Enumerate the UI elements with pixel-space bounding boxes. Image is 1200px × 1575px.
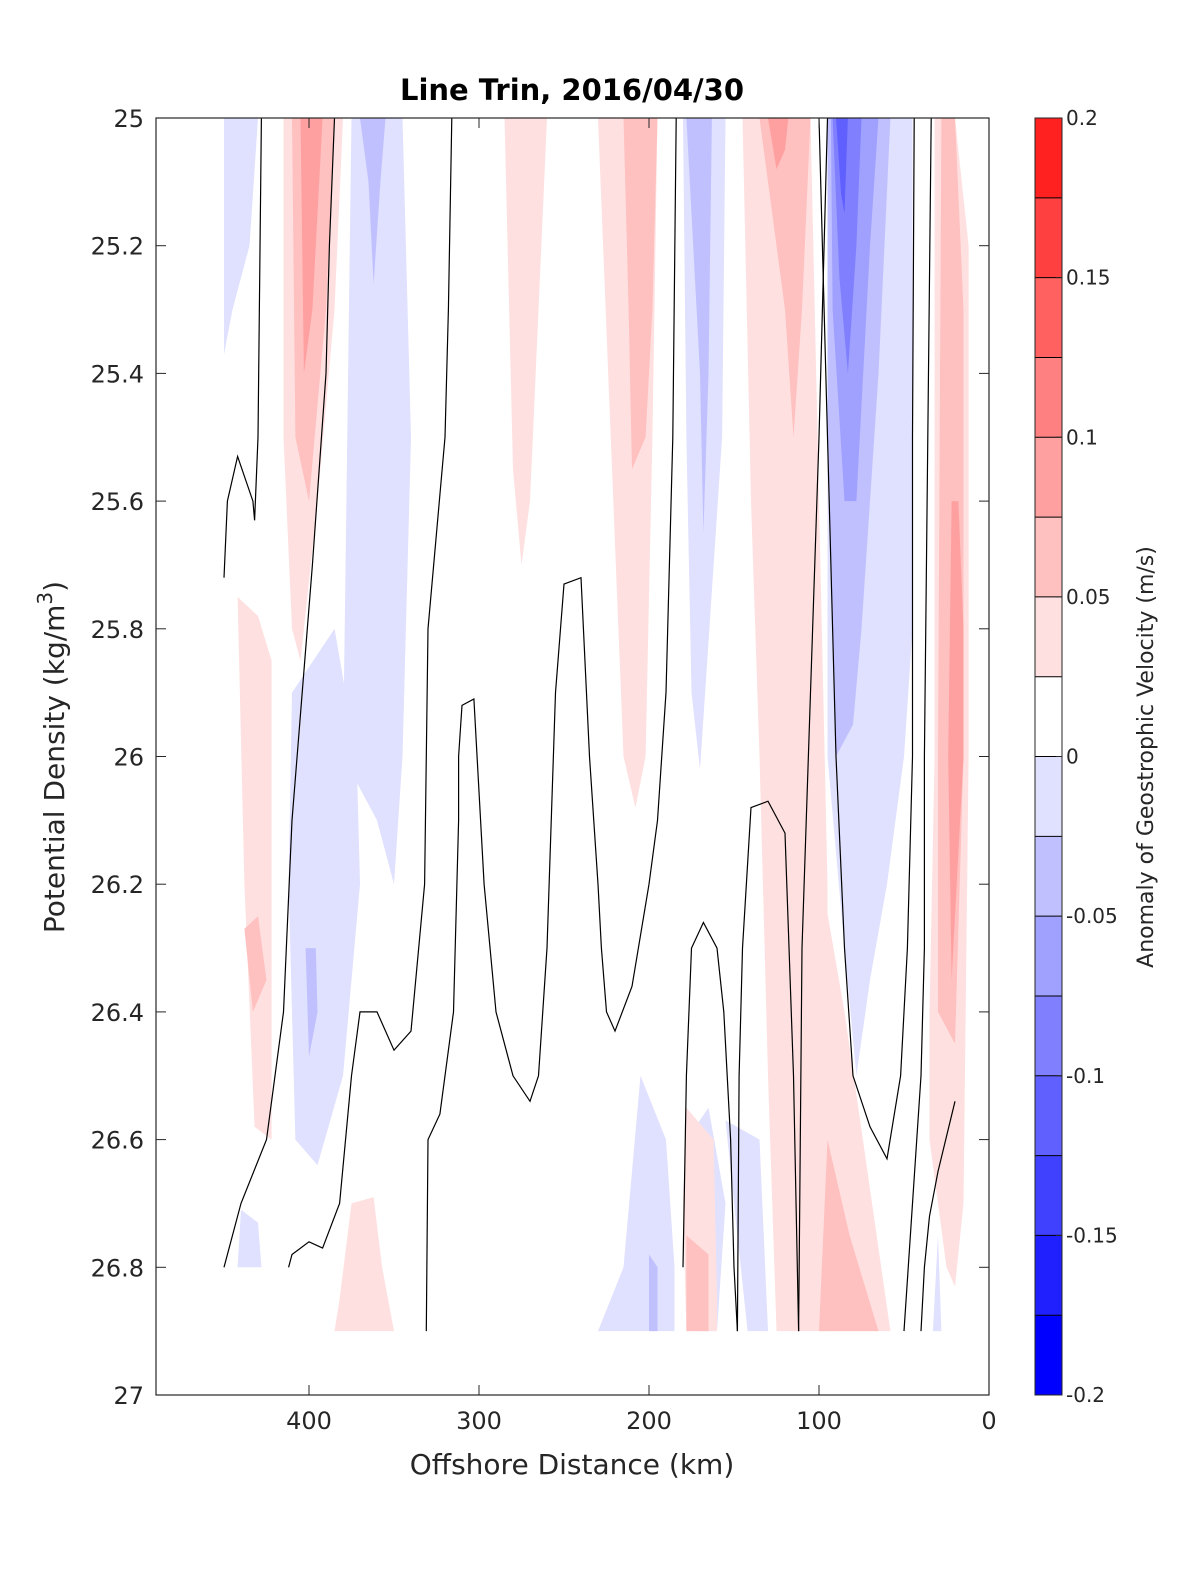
colorbar-swatch (1035, 916, 1062, 996)
anomaly-region-w11 (237, 1209, 262, 1268)
zero-contour-c3 (288, 118, 453, 1268)
colorbar-swatch (1035, 1315, 1062, 1395)
colorbar-tick-label: 0.15 (1066, 266, 1111, 290)
colorbar-swatch (1035, 995, 1062, 1076)
zero-contour-c9 (903, 118, 932, 1332)
y-tick-label: 25.6 (91, 488, 144, 516)
anomaly-regions (224, 118, 969, 1332)
zero-contour-c10 (920, 1101, 956, 1332)
x-tick-label: 300 (456, 1407, 502, 1435)
x-tick-label: 200 (626, 1407, 672, 1435)
colorbar-tick-label: -0.15 (1066, 1223, 1118, 1247)
colorbar-tick-label: -0.2 (1066, 1383, 1105, 1407)
anomaly-region-w10 (305, 948, 318, 1057)
y-axis-label-main: Potential Density (kg/m (38, 605, 71, 934)
anomaly-region-w26 (832, 118, 862, 374)
y-tick-label: 26.4 (91, 999, 144, 1027)
anomaly-region-w19 (759, 118, 811, 438)
colorbar-swatch (1035, 836, 1062, 917)
zero-contours (223, 118, 956, 1332)
anomaly-region-w12 (334, 1197, 394, 1332)
anomaly-region-w8 (288, 628, 360, 1166)
zero-contour-c2 (223, 118, 336, 1268)
colorbar-tick-label: 0.1 (1066, 425, 1098, 449)
colorbar-swatch (1035, 118, 1062, 198)
anomaly-region-w17 (686, 118, 712, 533)
colorbar (1035, 118, 1062, 1395)
x-tick-label: 400 (286, 1407, 332, 1435)
colorbar-swatch (1035, 197, 1062, 278)
colorbar-swatch (1035, 596, 1062, 677)
colorbar-swatch (1035, 357, 1062, 438)
y-tick-label: 25 (113, 105, 144, 133)
colorbar-tick-label: -0.05 (1066, 904, 1118, 928)
anomaly-region-w6 (244, 916, 267, 1012)
anomaly-region-w33 (649, 1254, 658, 1332)
colorbar-swatch (1035, 1235, 1062, 1316)
colorbar-label: Anomaly of Geostrophic Velocity (m/s) (1134, 546, 1159, 968)
anomaly-region-w18 (742, 118, 828, 1332)
y-axis-label: Potential Density (kg/m3) (33, 581, 71, 933)
y-tick-label: 25.4 (91, 360, 144, 388)
colorbar-swatch (1035, 1075, 1062, 1156)
colorbar-swatch (1035, 676, 1062, 757)
zero-contour-c4 (425, 118, 677, 1332)
y-tick-label: 26 (113, 744, 144, 772)
anomaly-region-w27 (836, 118, 848, 214)
y-axis-ticks: 25 25.2 25.4 25.6 25.8 26 26.2 26.4 26.6 26.8 27 (91, 105, 989, 1410)
y-tick-label: 26.6 (91, 1127, 144, 1155)
anomaly-region-w34 (725, 1120, 768, 1332)
zero-contour-c7 (797, 118, 831, 1332)
zero-contour-c6 (736, 800, 800, 1332)
anomaly-region-w36 (686, 1235, 709, 1332)
anomaly-region-w1 (224, 118, 258, 355)
y-axis-label-end: ) (38, 581, 71, 592)
colorbar-swatch (1035, 1155, 1062, 1236)
y-tick-label: 26.2 (91, 871, 144, 899)
anomaly-region-w9 (360, 118, 386, 284)
y-axis-label-superscript: 3 (33, 592, 57, 605)
anomaly-region-w30 (948, 501, 964, 980)
colorbar-tick-label: -0.1 (1066, 1064, 1105, 1088)
anomaly-region-w5 (237, 596, 272, 1140)
x-tick-label: 0 (981, 1407, 996, 1435)
anomaly-region-w13 (504, 118, 547, 565)
y-tick-label: 26.8 (91, 1254, 144, 1282)
colorbar-swatch (1035, 437, 1062, 518)
anomaly-region-w4 (300, 118, 323, 374)
anomaly-region-w22 (819, 1139, 879, 1332)
colorbar-tick-label: 0.2 (1066, 106, 1098, 130)
x-axis-label: Offshore Distance (km) (410, 1448, 735, 1481)
colorbar-tick-label: 0.05 (1066, 585, 1111, 609)
anomaly-region-w15 (623, 118, 658, 470)
anomaly-region-w7 (343, 118, 411, 885)
y-tick-label: 25.2 (91, 233, 144, 261)
y-tick-label: 25.8 (91, 616, 144, 644)
colorbar-swatch (1035, 277, 1062, 358)
x-axis-ticks: 400 300 200 100 0 (286, 118, 997, 1435)
zero-contour-c5 (682, 921, 738, 1332)
colorbar-tick-label: 0 (1066, 745, 1079, 769)
y-tick-label: 27 (113, 1382, 144, 1410)
colorbar-swatch (1035, 517, 1062, 597)
anomaly-region-w37 (932, 1235, 942, 1332)
zero-contour-c1 (223, 118, 262, 578)
anomaly-region-w20 (768, 118, 789, 170)
chart-title: Line Trin, 2016/04/30 (400, 73, 744, 107)
zero-contour-c8 (818, 118, 915, 1161)
x-tick-label: 100 (796, 1407, 842, 1435)
colorbar-ticks: 0.2 0.15 0.1 0.05 0 -0.05 -0.1 -0.15 -0.2 (1056, 106, 1118, 1407)
colorbar-swatch (1035, 756, 1062, 837)
